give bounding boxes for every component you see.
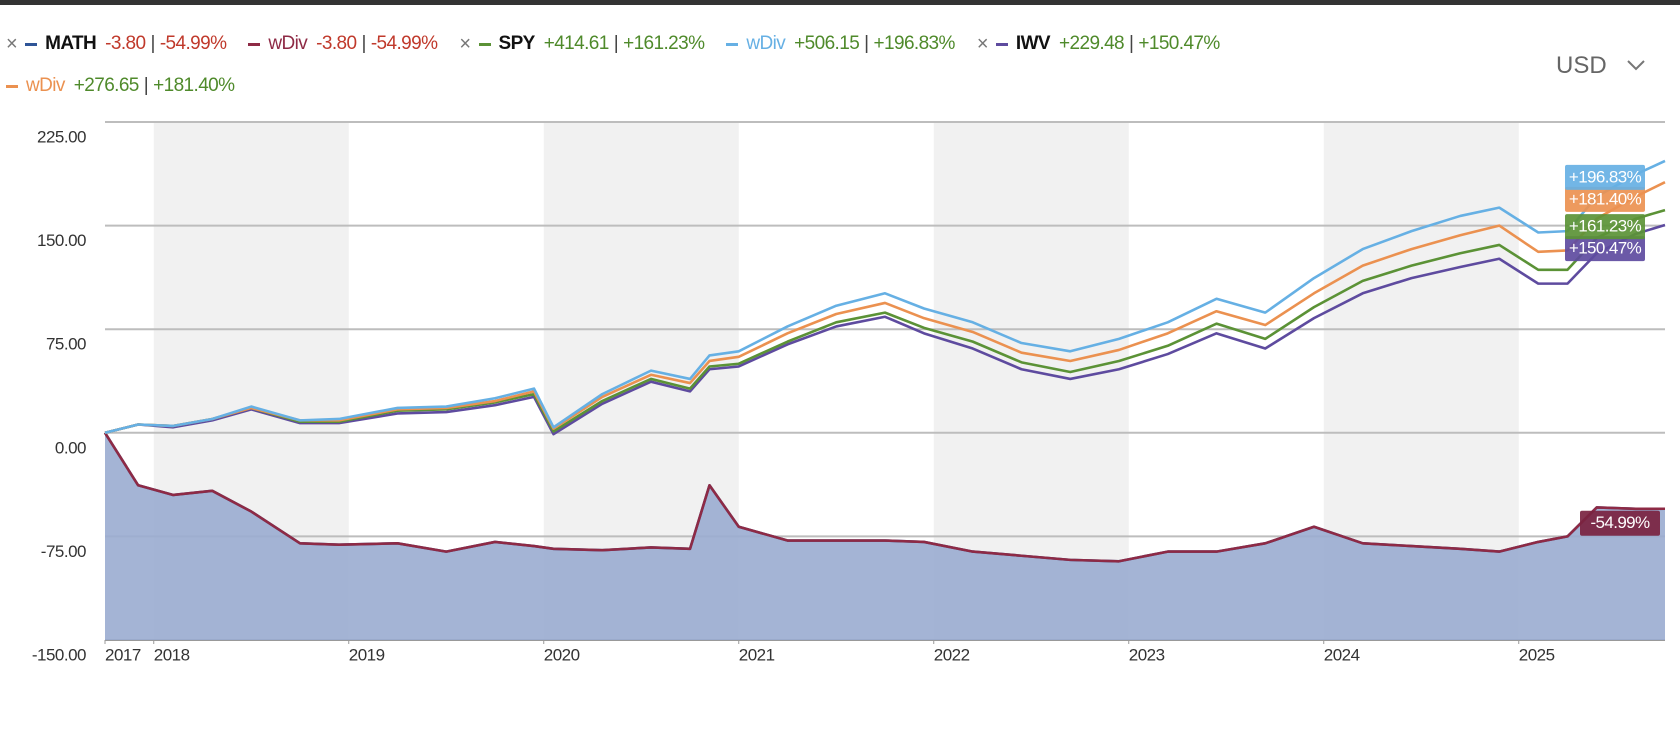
x-tick-label: 2017 [105, 645, 141, 664]
end-label-box [1565, 164, 1645, 190]
legend-separator: | [1129, 33, 1134, 54]
x-tick-label: 2024 [1324, 645, 1360, 664]
legend-change-pct: +196.83% [873, 33, 956, 54]
legend-item: wDiv -3.80 | -54.99% [248, 30, 438, 58]
legend-change-pct: -54.99% [370, 33, 438, 54]
legend-swatch [726, 42, 739, 46]
legend-change-pct: +150.47% [1138, 33, 1220, 54]
y-tick-label: 0.00 [55, 438, 86, 457]
line [104, 223, 1666, 436]
legend-swatch [478, 42, 491, 46]
x-tick-label: 2023 [1129, 645, 1165, 664]
legend-swatch [6, 84, 18, 88]
x-tick-label: 2022 [934, 645, 970, 664]
x-tick-label: 2019 [349, 645, 385, 664]
legend-name: wDiv [268, 33, 308, 54]
legend-change: -3.80 [105, 33, 146, 54]
legend-separator: | [864, 33, 869, 54]
x-tick-label: 2018 [154, 645, 190, 664]
remove-icon[interactable]: × [976, 32, 989, 55]
end-label: -54.99% [1590, 513, 1650, 532]
remove-icon[interactable]: × [459, 32, 471, 55]
legend: × MATH -3.80 | -54.99% wDiv -3.80 | -54.99% × SPY +… [6, 30, 1386, 100]
currency-select[interactable]: USD [1556, 52, 1607, 79]
legend-name: MATH [45, 33, 97, 54]
legend-separator: | [361, 33, 366, 54]
end-label: +181.40% [1569, 189, 1642, 208]
top-bar [0, 0, 1680, 5]
end-label: +161.23% [1569, 217, 1642, 236]
dropdown-chevron[interactable] [1626, 58, 1646, 72]
remove-icon[interactable]: × [6, 32, 18, 55]
legend-name: SPY [498, 33, 536, 54]
legend-change: +276.65 [73, 75, 140, 96]
y-tick-label: 225.00 [37, 127, 86, 146]
legend-item: × SPY +414.61 | +161.23% [459, 30, 705, 58]
x-tick-label: 2020 [544, 645, 580, 664]
legend-swatch [25, 42, 38, 46]
legend-change-pct: +181.40% [153, 75, 235, 96]
legend-item: wDiv +276.65 | +181.40% [6, 72, 235, 100]
end-label-box [1565, 236, 1645, 262]
line [103, 432, 1666, 563]
end-label-box [1565, 186, 1645, 212]
y-tick-label: 75.00 [46, 335, 86, 354]
legend-change: +414.61 [543, 33, 610, 54]
legend-item: × IWV +229.48 | +150.47% [977, 30, 1220, 58]
line [104, 208, 1666, 435]
legend-item: × MATH -3.80 | -54.99% [6, 30, 227, 58]
legend-separator: | [613, 33, 619, 54]
line [104, 181, 1666, 435]
legend-separator: | [143, 75, 149, 96]
end-label-box [1565, 214, 1645, 240]
legend-swatch [248, 42, 261, 46]
legend-name: wDiv [26, 75, 65, 96]
line [104, 159, 1666, 435]
legend-separator: | [150, 33, 155, 54]
legend-name: IWV [1015, 33, 1051, 54]
x-tick-label: 2021 [739, 645, 775, 664]
end-label-box [1580, 510, 1660, 536]
y-tick-label: 150.00 [37, 231, 86, 250]
x-tick-label: 2025 [1519, 645, 1555, 664]
y-tick-label: -150.00 [32, 645, 86, 664]
area [105, 432, 1665, 640]
legend-item: wDiv +506.15 | +196.83% [726, 30, 956, 58]
legend-change: +506.15 [794, 33, 860, 54]
legend-change: -3.80 [316, 33, 357, 54]
legend-swatch [995, 42, 1008, 46]
legend-change-pct: +161.23% [623, 33, 705, 54]
legend-change: +229.48 [1059, 33, 1125, 54]
legend-change-pct: -54.99% [159, 33, 227, 54]
end-label: +196.83% [1569, 167, 1642, 186]
legend-name: wDiv [746, 33, 786, 54]
y-tick-label: -75.00 [41, 542, 86, 561]
end-label: +150.47% [1569, 239, 1642, 258]
